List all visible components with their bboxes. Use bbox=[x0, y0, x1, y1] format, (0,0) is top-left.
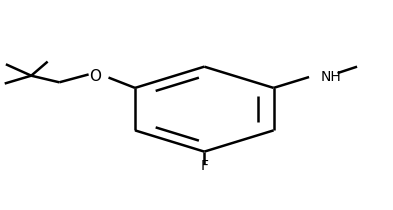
Text: O: O bbox=[89, 69, 101, 84]
Text: F: F bbox=[200, 159, 208, 173]
Text: NH: NH bbox=[320, 70, 341, 84]
